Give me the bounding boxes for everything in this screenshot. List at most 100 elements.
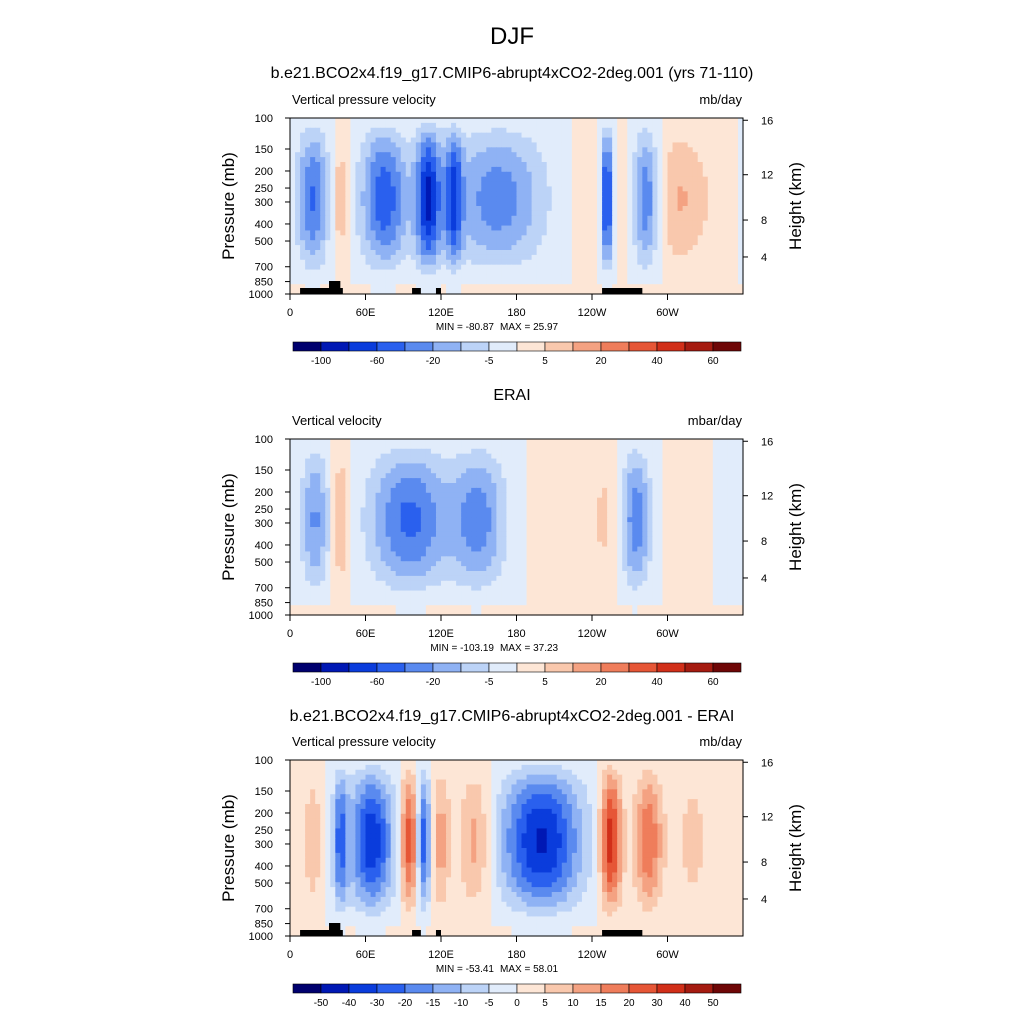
field-cell (717, 122, 724, 129)
field-cell (415, 483, 422, 489)
field-cell (415, 458, 422, 465)
field-cell (717, 235, 724, 241)
field-cell (672, 201, 679, 207)
field-cell (521, 191, 528, 197)
field-cell (546, 522, 553, 528)
field-cell (486, 191, 492, 197)
field-cell (315, 478, 321, 484)
field-cell (697, 478, 704, 484)
field-cell (446, 152, 452, 158)
field-cell (586, 522, 593, 528)
field-cell (496, 517, 502, 523)
field-cell (531, 458, 538, 465)
field-cell (380, 463, 387, 469)
field-cell (722, 507, 729, 513)
field-cell (310, 458, 316, 465)
field-cell (405, 527, 412, 533)
field-cell (586, 250, 593, 256)
field-cell (586, 448, 593, 455)
field-cell (335, 487, 341, 494)
field-cell (315, 274, 321, 280)
field-cell (355, 166, 362, 173)
field-cell (370, 254, 377, 261)
field-cell (471, 289, 477, 295)
field-cell (441, 152, 447, 158)
field-cell (597, 118, 603, 124)
field-cell (385, 507, 392, 513)
field-cell (320, 274, 326, 280)
field-cell (390, 502, 397, 509)
field-cell (657, 512, 664, 518)
field-cell (516, 517, 523, 523)
field-cell (677, 225, 684, 232)
field-cell (627, 240, 633, 246)
field-cell (496, 269, 502, 276)
field-cell (435, 142, 442, 148)
field-cell (561, 230, 568, 236)
field-cell (290, 439, 296, 445)
field-cell (325, 478, 331, 484)
field-cell (355, 502, 362, 509)
field-cell (415, 215, 422, 222)
field-cell (541, 191, 548, 197)
field-cell (677, 127, 684, 134)
field-cell (627, 250, 633, 256)
field-cell (340, 250, 346, 256)
field-cell (602, 512, 608, 518)
field-cell (511, 245, 518, 251)
field-cell (526, 196, 533, 202)
field-cell (667, 478, 674, 484)
field-cell (315, 215, 321, 222)
field-cell (300, 274, 306, 280)
field-cell (340, 463, 346, 469)
field-cell (435, 132, 442, 139)
field-cell (340, 264, 346, 271)
field-cell (622, 171, 628, 178)
field-cell (662, 210, 669, 217)
field-cell (622, 269, 628, 276)
field-cell (712, 478, 719, 484)
field-cell (295, 147, 301, 153)
field-cell (602, 502, 608, 509)
field-cell (456, 210, 462, 217)
field-cell (360, 254, 367, 261)
field-cell (586, 274, 593, 280)
field-cell (441, 453, 447, 460)
field-cell (642, 487, 648, 494)
field-cell (400, 186, 407, 192)
field-cell (375, 181, 382, 188)
field-cell (365, 142, 372, 148)
field-cell (415, 507, 422, 513)
field-cell (551, 274, 558, 280)
field-cell (642, 191, 648, 197)
field-cell (501, 274, 508, 280)
field-cell (395, 162, 402, 168)
colorbar-swatch (460, 341, 490, 352)
field-cell (335, 478, 341, 484)
field-cell (395, 245, 402, 251)
field-cell (375, 264, 382, 271)
field-cell (380, 176, 387, 183)
field-cell (687, 230, 694, 236)
field-cell (441, 448, 447, 455)
field-cell (622, 497, 628, 504)
field-cell (375, 483, 382, 489)
field-cell (395, 473, 402, 479)
field-cell (586, 483, 593, 489)
field-cell (345, 522, 351, 528)
field-cell (501, 137, 508, 144)
field-cell (617, 443, 623, 450)
field-cell (456, 176, 462, 183)
field-cell (360, 522, 367, 528)
field-cell (602, 235, 608, 241)
field-cell (521, 157, 528, 163)
field-cell (506, 483, 513, 489)
field-cell (576, 497, 583, 504)
field-cell (602, 118, 608, 124)
field-cell (592, 512, 598, 518)
field-cell (511, 166, 518, 173)
field-cell (300, 215, 306, 222)
field-cell (441, 512, 447, 518)
field-cell (531, 235, 538, 241)
field-cell (546, 157, 553, 163)
